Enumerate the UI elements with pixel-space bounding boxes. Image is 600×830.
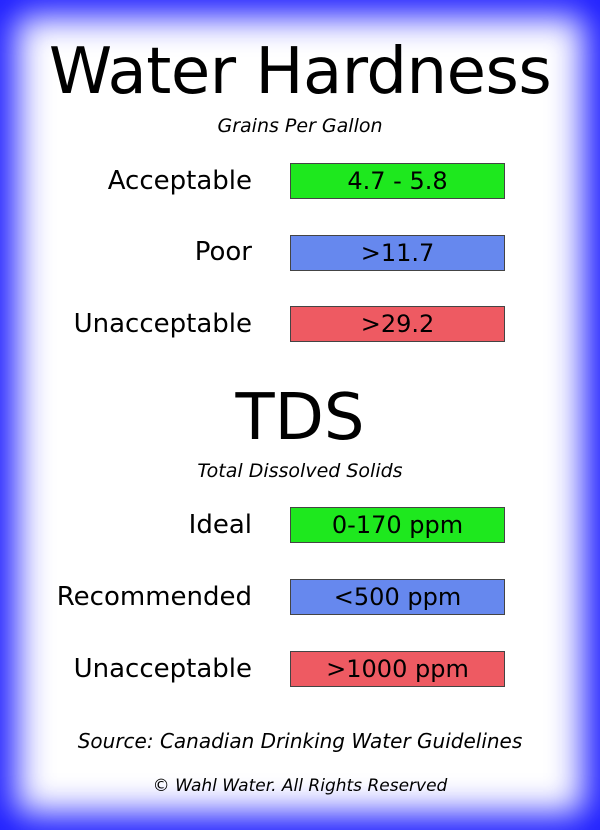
hardness-unacceptable-value: >29.2: [290, 306, 505, 342]
tds-recommended-value: <500 ppm: [290, 579, 505, 615]
tds-unacceptable-label: Unacceptable: [73, 654, 252, 684]
tds-unacceptable-value: >1000 ppm: [290, 651, 505, 687]
tds-ideal-value: 0-170 ppm: [290, 507, 505, 543]
source-note: Source: Canadian Drinking Water Guidelin…: [77, 729, 523, 753]
copyright-note: © Wahl Water. All Rights Reserved: [152, 776, 448, 796]
hardness-subtitle: Grains Per Gallon: [217, 115, 383, 137]
hardness-poor-value: >11.7: [290, 235, 505, 271]
tds-ideal-label: Ideal: [188, 510, 252, 540]
tds-title: TDS: [235, 381, 365, 455]
hardness-acceptable-label: Acceptable: [107, 166, 252, 196]
hardness-acceptable-value: 4.7 - 5.8: [290, 163, 505, 199]
tds-subtitle: Total Dissolved Solids: [197, 460, 403, 482]
hardness-poor-label: Poor: [194, 237, 252, 267]
hardness-title: Water Hardness: [48, 35, 552, 109]
hardness-unacceptable-label: Unacceptable: [73, 309, 252, 339]
tds-recommended-label: Recommended: [56, 582, 252, 612]
